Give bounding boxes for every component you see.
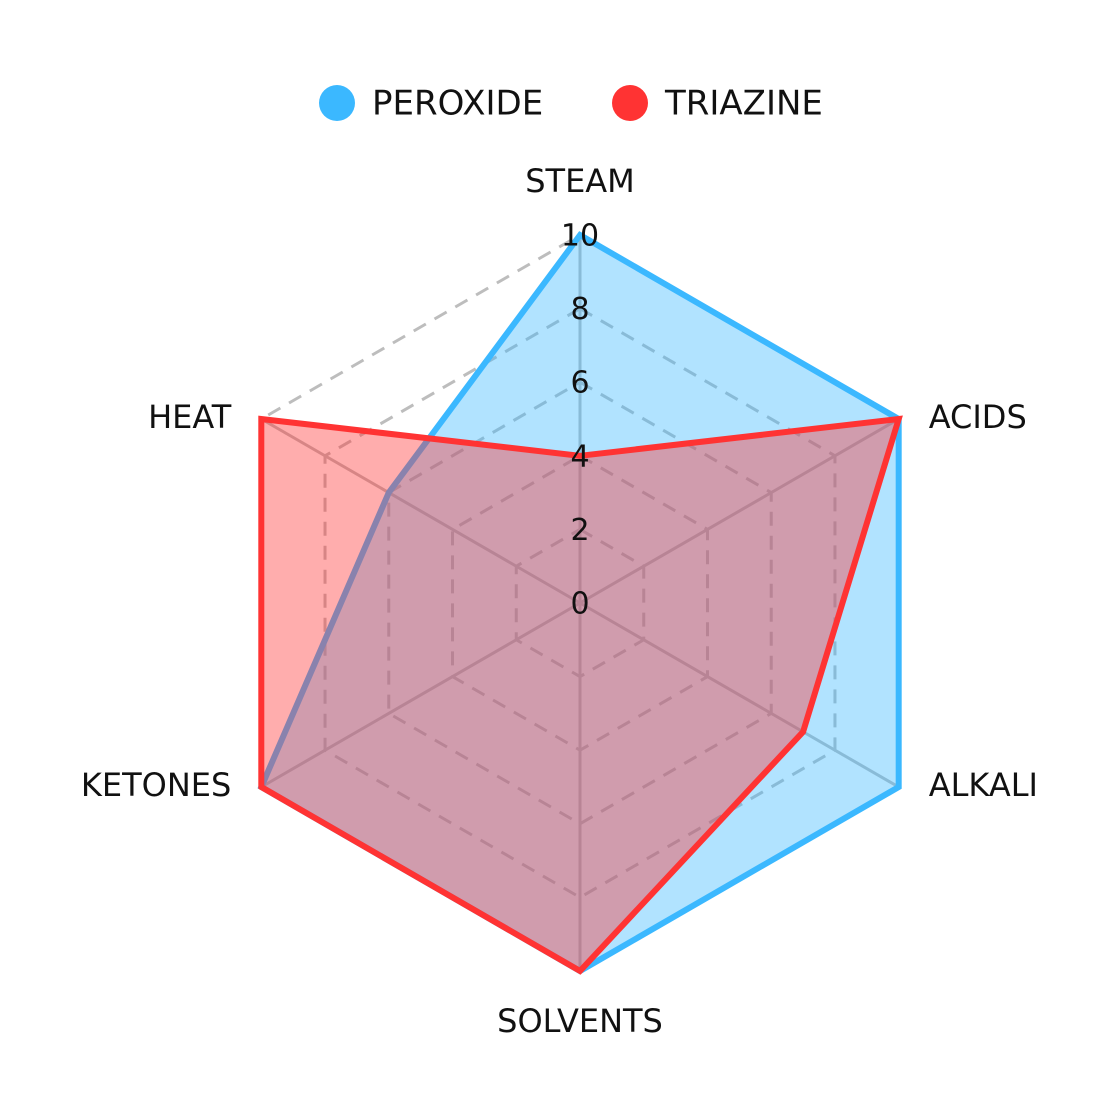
- radar-series: [257, 231, 903, 975]
- tick-label-10: 10: [561, 219, 599, 254]
- legend-label-triazine: TRIAZINE: [664, 84, 823, 124]
- tick-label-2: 2: [570, 513, 589, 548]
- chart-legend: PEROXIDE TRIAZINE: [319, 84, 823, 124]
- tick-label-0: 0: [570, 587, 589, 622]
- legend-marker-peroxide: [319, 85, 355, 121]
- spoke-alkali: [579, 601, 900, 789]
- series-triazine-area: [258, 415, 903, 975]
- spoke-ketones: [260, 601, 581, 789]
- category-label-acids: ACIDS: [929, 398, 1027, 436]
- category-label-heat: HEAT: [148, 398, 232, 436]
- category-label-solvents: SOLVENTS: [497, 1002, 663, 1040]
- category-label-steam: STEAM: [525, 162, 635, 200]
- spoke-heat: [260, 417, 581, 605]
- category-label-ketones: KETONES: [81, 766, 231, 804]
- category-label-alkali: ALKALI: [929, 766, 1038, 804]
- radar-category-labels: STEAM ACIDS ALKALI SOLVENTS KETONES HEAT: [81, 162, 1038, 1040]
- legend-label-peroxide: PEROXIDE: [372, 84, 543, 124]
- tick-label-6: 6: [570, 366, 589, 401]
- legend-marker-triazine: [612, 85, 648, 121]
- spoke-acids: [579, 417, 900, 605]
- tick-label-4: 4: [570, 439, 589, 474]
- radar-ticks: 0 2 4 6 8 10: [561, 219, 599, 622]
- tick-label-8: 8: [570, 292, 589, 327]
